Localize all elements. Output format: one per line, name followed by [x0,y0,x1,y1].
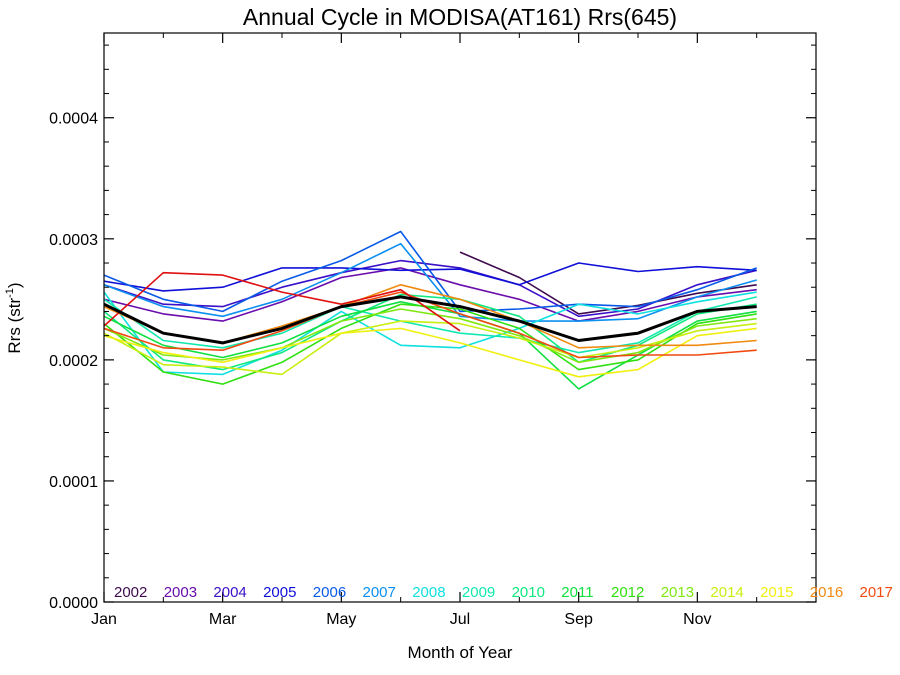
legend-entry-2013: 2013 [661,584,694,601]
y-axis-label-sup: -1 [4,288,16,298]
series-line-2007 [103,242,757,322]
x-tick-label: Jul [450,611,470,628]
series-line-2009 [103,296,757,354]
legend: 2002 2003 2004 2005 2006 2007 2008 2009 2010 2011… [114,584,893,601]
legend-entry-2016: 2016 [810,584,843,601]
y-tick-label: 0.0004 [49,111,98,128]
x-tick-label: May [326,611,356,628]
legend-entry-2005: 2005 [263,584,296,601]
x-tick-label: Jan [91,611,117,628]
series-line-2011 [103,301,757,390]
series-line-2015 [103,327,757,378]
series-line-2005 [103,262,757,292]
legend-entry-2014: 2014 [710,584,743,601]
x-tick-label: Mar [209,611,237,628]
series-line-2012 [103,303,757,385]
series-line-extra-17 [103,295,757,345]
legend-entry-2007: 2007 [363,584,396,601]
series-line-2008 [103,291,757,376]
y-tick-label: 0.0001 [49,474,98,491]
legend-entry-2011: 2011 [561,584,593,601]
x-tick-label: Sep [564,611,593,628]
y-axis-label-main: Rrs (str [5,298,24,354]
x-tick-label: Nov [683,611,711,628]
legend-entry-2009: 2009 [462,584,495,601]
legend-entry-2015: 2015 [760,584,793,601]
series-line-2013 [103,308,757,364]
series-line-2006 [103,230,757,313]
series-line-extra-16 [103,271,461,332]
series-line-2010 [103,293,757,371]
y-tick-label: 0.0002 [49,353,98,370]
series-line-2004 [103,259,757,318]
y-tick-label: 0.0003 [49,232,98,249]
legend-entry-2002: 2002 [114,584,147,601]
legend-entry-2004: 2004 [213,584,246,601]
y-axis-label-close: ) [5,282,24,288]
plot-frame [103,32,817,603]
y-tick-label: 0.0000 [49,595,98,612]
legend-entry-2008: 2008 [412,584,445,601]
series-line-2003 [103,267,757,322]
legend-entry-2010: 2010 [512,584,545,601]
legend-entry-2006: 2006 [313,584,346,601]
y-axis-label: Rrs (str-1) [4,282,24,353]
x-axis-label: Month of Year [408,643,513,662]
legend-entry-2003: 2003 [164,584,197,601]
axis-ticks: Jan Mar May Jul Sep Nov 0.0000 0.0001 0.0002 0.00… [49,33,816,628]
chart-title: Annual Cycle in MODISA(AT161) Rrs(645) [243,4,677,30]
plot-lines [103,230,757,390]
legend-entry-2017: 2017 [860,584,893,601]
legend-entry-2012: 2012 [611,584,644,601]
